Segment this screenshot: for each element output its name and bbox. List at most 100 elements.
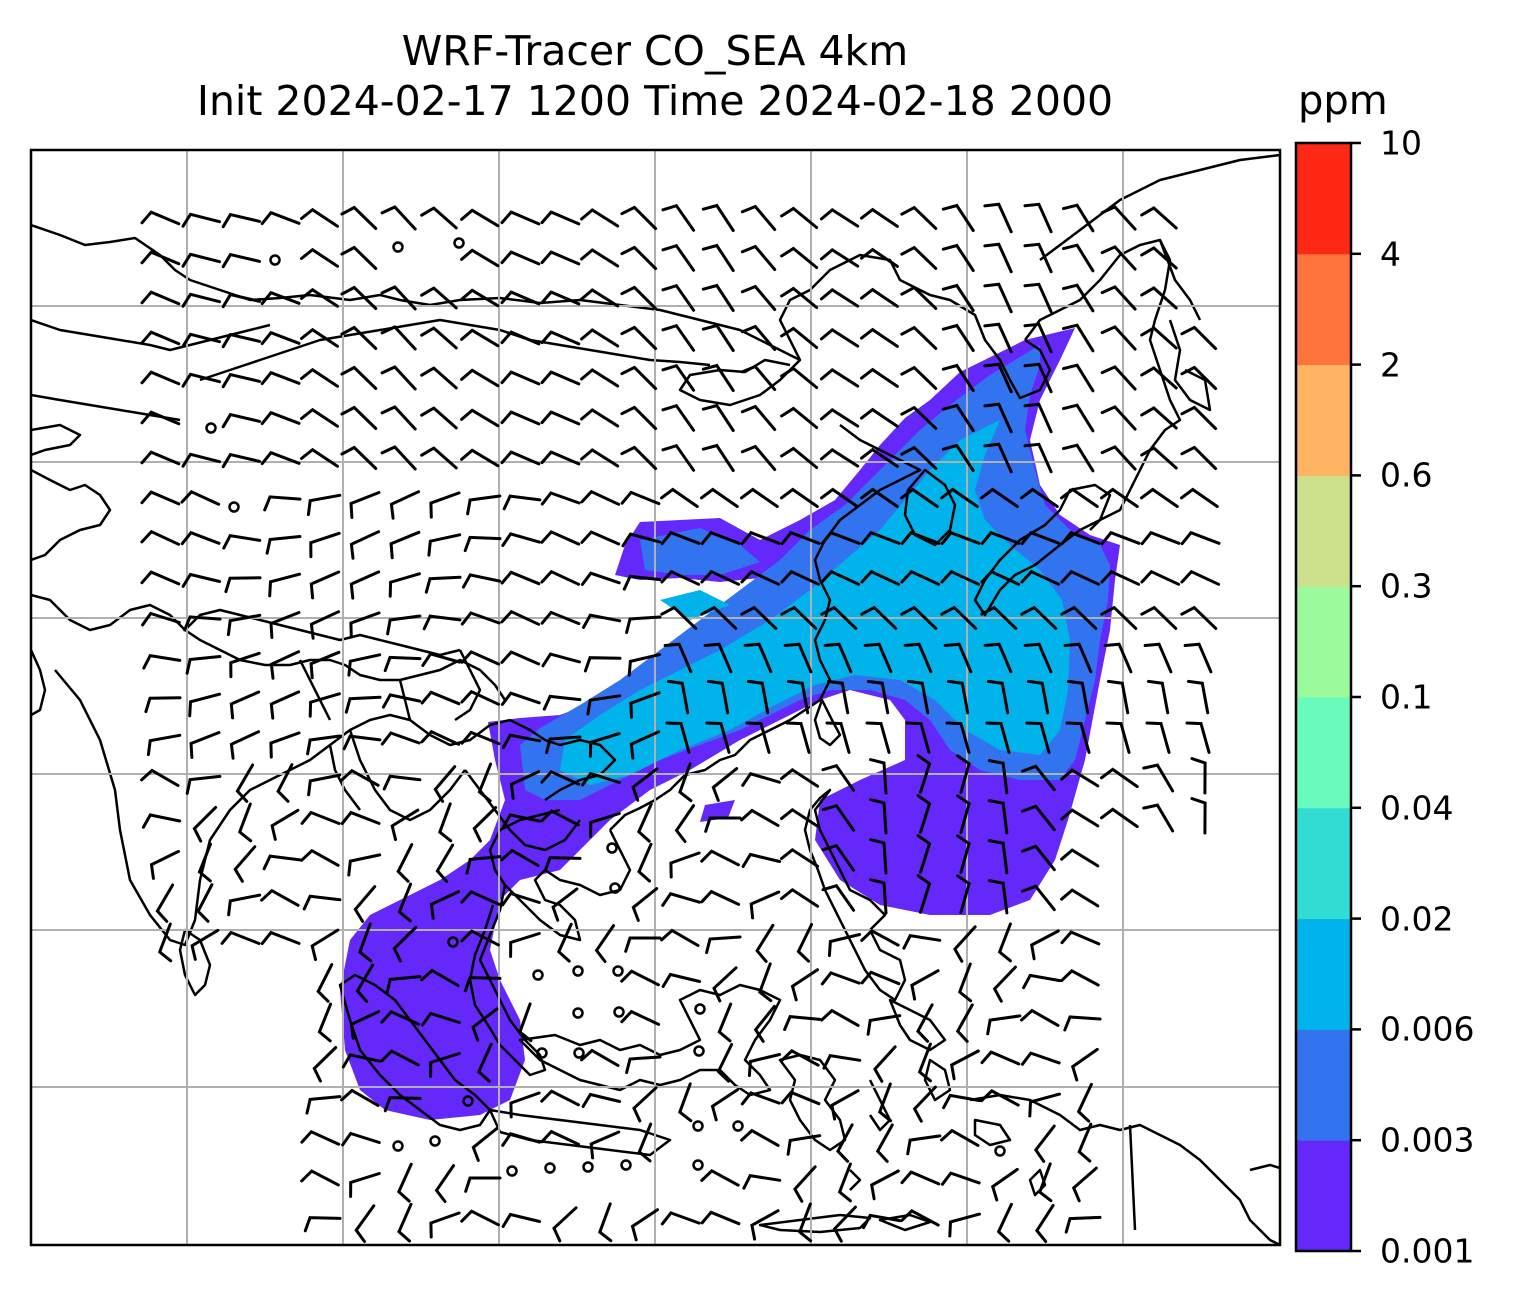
wind-barb — [229, 730, 261, 760]
wind-barb — [860, 207, 899, 228]
wind-barb — [627, 653, 662, 677]
colorbar-tick-label: 0.04 — [1380, 788, 1454, 828]
calm-wind-marker — [573, 1047, 585, 1059]
wind-barb — [461, 573, 502, 589]
wind-barb — [424, 575, 462, 594]
wind-barb — [500, 650, 541, 666]
wind-barb — [438, 802, 453, 843]
wind-barb — [140, 410, 181, 426]
wind-barb — [502, 733, 542, 749]
wind-barb — [743, 642, 773, 674]
wind-barb — [940, 1128, 980, 1147]
wind-barb — [463, 976, 502, 993]
wind-barb — [588, 732, 621, 758]
calm-wind-marker — [732, 1120, 744, 1132]
wind-barb — [233, 845, 257, 883]
wind-barb — [429, 890, 461, 920]
wind-barb — [340, 245, 378, 270]
wind-barb — [700, 1168, 740, 1187]
wind-barb — [500, 410, 541, 426]
wind-barb — [383, 655, 422, 673]
wind-barb — [820, 605, 858, 630]
wind-barb — [740, 204, 777, 231]
wind-barb — [349, 570, 381, 600]
wind-barb — [740, 404, 777, 431]
wind-barb — [1105, 721, 1131, 754]
wind-barb — [740, 444, 777, 471]
wind-barb — [305, 1095, 342, 1115]
wind-barb — [349, 1172, 381, 1198]
wind-barb — [740, 569, 781, 586]
wind-barb — [1062, 283, 1095, 313]
wind-barb — [941, 203, 975, 232]
wind-barb — [1140, 530, 1181, 546]
wind-barb — [260, 330, 301, 346]
wind-barb — [540, 491, 581, 506]
wind-barb — [780, 847, 820, 868]
wind-barb — [900, 405, 938, 430]
wind-barb — [827, 933, 862, 957]
wind-barb — [309, 650, 341, 680]
wind-barb — [355, 963, 375, 1003]
wind-barb — [946, 679, 970, 715]
colorbar-tick-label: 10 — [1380, 123, 1422, 163]
wind-barb — [983, 242, 1013, 274]
wind-barb — [749, 890, 781, 920]
wind-barb — [269, 731, 301, 759]
calm-wind-marker — [694, 1003, 706, 1015]
wind-barb — [185, 655, 222, 675]
wind-barb — [389, 530, 421, 560]
wind-barb — [820, 288, 860, 308]
wind-barb — [358, 922, 373, 963]
wind-barb — [471, 1127, 499, 1162]
calm-wind-marker — [572, 965, 584, 977]
wind-barb — [906, 1134, 942, 1156]
wind-barb — [140, 529, 181, 546]
wind-barb — [940, 1171, 981, 1186]
wind-barb — [1023, 322, 1053, 354]
wind-barb — [460, 328, 500, 348]
wind-barb — [875, 1123, 894, 1163]
wind-barb — [1100, 767, 1139, 789]
wind-barb — [741, 852, 782, 868]
wind-barb — [940, 487, 979, 508]
wind-barb — [196, 883, 214, 923]
wind-barb — [863, 642, 893, 674]
wind-barb — [661, 203, 696, 232]
calm-wind-marker — [609, 882, 621, 894]
wind-barb — [340, 325, 378, 350]
wind-barb — [869, 878, 888, 915]
chart-title: WRF-Tracer CO_SEA 4km Init 2024-02-17 12… — [30, 26, 1280, 126]
wind-barb — [221, 212, 262, 229]
wind-barb — [830, 1089, 860, 1121]
wind-barb — [183, 615, 222, 632]
wind-barb — [661, 323, 696, 352]
wind-barb — [392, 926, 418, 963]
wind-barb — [860, 367, 899, 388]
colorbar-segment — [1296, 1029, 1351, 1141]
wind-barb — [594, 924, 615, 963]
wind-barb — [620, 490, 661, 506]
wind-barb — [980, 530, 1021, 546]
calm-wind-marker — [572, 1007, 584, 1019]
wind-barb — [701, 443, 735, 472]
wind-barb — [990, 1167, 1019, 1202]
calm-wind-marker — [447, 936, 459, 948]
wind-barb — [545, 735, 582, 754]
wind-barb — [389, 490, 421, 520]
wind-barb — [625, 1055, 662, 1075]
colorbar-segment — [1296, 586, 1351, 698]
wind-barb — [877, 1082, 893, 1123]
wind-barb — [396, 843, 414, 883]
wind-barb — [980, 605, 1018, 630]
wind-barb — [270, 808, 300, 841]
wind-barb — [747, 1053, 782, 1077]
wind-barb — [660, 928, 700, 947]
colorbar-segment — [1296, 364, 1351, 476]
wind-barb — [916, 874, 932, 914]
wind-barb — [665, 721, 691, 754]
calm-wind-marker — [392, 241, 404, 253]
wind-barb — [460, 248, 500, 268]
wind-barb — [340, 405, 378, 430]
wind-barb — [916, 794, 932, 834]
